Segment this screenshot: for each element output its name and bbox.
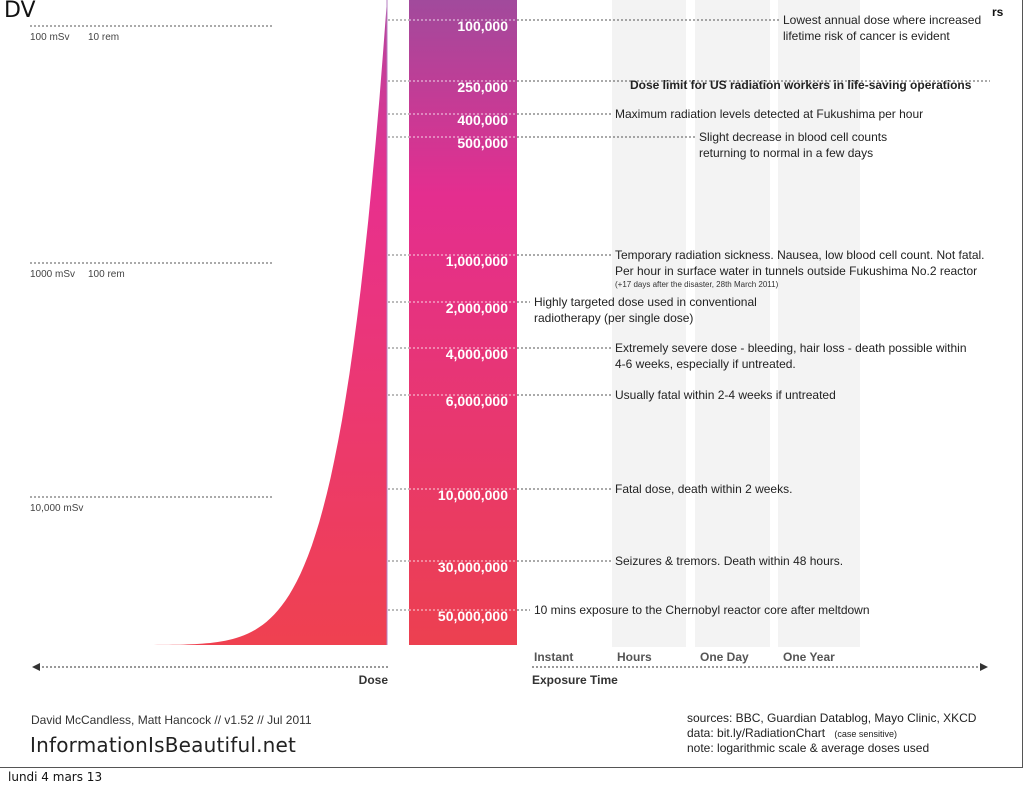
level-1-value: 100,000 xyxy=(457,18,508,34)
level-1-annotation-1: Lowest annual dose where increased xyxy=(783,13,981,27)
level-5-annotation-2: Per hour in surface water in tunnels out… xyxy=(615,264,977,278)
exposure-band-3 xyxy=(778,0,860,647)
exposure-column-label-4: One Year xyxy=(783,650,835,664)
level-6-annotation-2: radiotherapy (per single dose) xyxy=(534,311,693,325)
level-4-annotation-1: Slight decrease in blood cell counts xyxy=(699,130,887,144)
slide: 100 mSv 10 rem 1000 mSv 100 rem 10,000 mSv 10… xyxy=(0,0,1023,768)
x-axis-label-dose: Dose xyxy=(359,673,389,687)
credits-data-link[interactable]: data: bit.ly/RadiationChart xyxy=(687,726,826,740)
x-axis-label-exposure: Exposure Time xyxy=(532,673,618,687)
window-fragment-left: DV xyxy=(4,0,36,23)
level-11-annotation-1: 10 mins exposure to the Chernobyl reacto… xyxy=(534,603,870,617)
level-7-annotation-2: 4-6 weeks, especially if untreated. xyxy=(615,357,796,371)
slide-footer-date: lundi 4 mars 13 xyxy=(8,770,103,784)
window-fragment-right: rs xyxy=(992,5,1004,19)
dose-area-curve xyxy=(86,0,387,645)
dose-arrow-head xyxy=(32,663,40,671)
level-10-annotation-1: Seizures & tremors. Death within 48 hour… xyxy=(615,554,843,568)
exposure-column-label-1: Instant xyxy=(534,650,573,664)
level-9-value: 10,000,000 xyxy=(438,487,508,503)
level-1-annotation-2: lifetime risk of cancer is evident xyxy=(783,29,950,43)
level-6-annotation-1: Highly targeted dose used in conventiona… xyxy=(534,295,757,309)
level-2-annotation: Dose limit for US radiation workers in l… xyxy=(630,78,972,92)
exposure-band-1 xyxy=(612,0,686,647)
level-5-note: (+17 days after the disaster, 28th March… xyxy=(615,280,779,289)
exposure-column-label-2: Hours xyxy=(617,650,652,664)
level-10-value: 30,000,000 xyxy=(438,559,508,575)
level-9-annotation-1: Fatal dose, death within 2 weeks. xyxy=(615,482,792,496)
left-axis-label2-1: 10 rem xyxy=(88,32,119,43)
level-7-annotation-1: Extremely severe dose - bleeding, hair l… xyxy=(615,341,967,355)
level-6-value: 2,000,000 xyxy=(446,300,508,316)
level-3-value: 400,000 xyxy=(457,112,508,128)
level-5-annotation-1: Temporary radiation sickness. Nausea, lo… xyxy=(615,248,985,262)
level-2-value: 250,000 xyxy=(457,79,508,95)
level-8-annotation-1: Usually fatal within 2-4 weeks if untrea… xyxy=(615,388,836,402)
level-8-value: 6,000,000 xyxy=(446,393,508,409)
credits-brand: InformationIsBeautiful.net xyxy=(30,733,297,757)
exposure-band-2 xyxy=(695,0,770,647)
level-3-annotation-1: Maximum radiation levels detected at Fuk… xyxy=(615,107,923,121)
left-axis-label2-2: 100 rem xyxy=(88,269,125,280)
level-5-value: 1,000,000 xyxy=(446,253,508,269)
level-4-value: 500,000 xyxy=(457,135,508,151)
credits-data: data: bit.ly/RadiationChart (case sensit… xyxy=(687,726,897,740)
level-7-value: 4,000,000 xyxy=(446,346,508,362)
left-axis-label-3: 10,000 mSv xyxy=(30,503,83,514)
left-axis-label-1: 100 mSv xyxy=(30,32,69,43)
credits-note: note: logarithmic scale & average doses … xyxy=(687,741,930,755)
level-4-annotation-2: returning to normal in a few days xyxy=(699,146,873,160)
credits-authors: David McCandless, Matt Hancock // v1.52 … xyxy=(31,713,312,727)
exposure-column-label-3: One Day xyxy=(700,650,749,664)
credits-data-note: (case sensitive) xyxy=(834,729,897,739)
credits-sources: sources: BBC, Guardian Datablog, Mayo Cl… xyxy=(687,711,977,725)
radiation-dose-chart: 100 mSv 10 rem 1000 mSv 100 rem 10,000 mSv 10… xyxy=(30,0,990,687)
dose-column xyxy=(409,0,517,645)
time-arrow-head xyxy=(980,663,988,671)
level-11-value: 50,000,000 xyxy=(438,608,508,624)
left-axis-label-2: 1000 mSv xyxy=(30,269,75,280)
